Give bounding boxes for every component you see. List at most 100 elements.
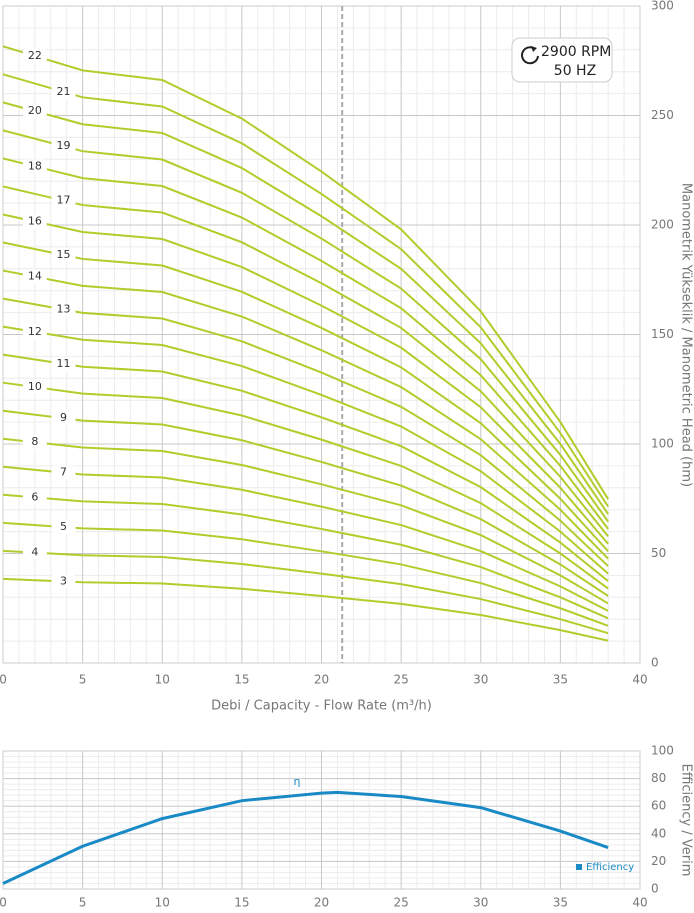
chart: 0 5 10 15 20 25 30 35 40 0 20 40 60 80 100 Efficiency /… (0, 744, 694, 910)
series-label: 7 (60, 466, 67, 479)
plot-frame (2, 750, 641, 890)
series-label-bg (51, 84, 76, 99)
series-line (2, 521, 609, 627)
y-tick-label: 60 (651, 799, 666, 813)
series-label: 13 (57, 302, 71, 315)
y-tick-label: 40 (651, 826, 666, 840)
series-line (2, 549, 609, 635)
series-label: 10 (28, 380, 42, 393)
series-label-bg (51, 302, 76, 317)
y-tick-label: 150 (651, 327, 674, 341)
series-label-bg (22, 435, 47, 450)
x-tick-label: 35 (553, 896, 568, 910)
x-tick-label: 20 (314, 896, 329, 910)
series-label-bg (51, 356, 76, 371)
series-line (2, 409, 609, 597)
series-line (2, 577, 609, 642)
y-tick-label: 50 (651, 546, 666, 560)
x-axis-title: Debi / Capacity - Flow Rate (m³/h) (211, 699, 432, 714)
series-line (2, 241, 609, 552)
annotation-box (511, 37, 613, 83)
series-label: 6 (31, 490, 38, 503)
y-tick-label: 200 (651, 218, 674, 232)
series-label-bg (22, 214, 47, 229)
series-line (2, 437, 609, 605)
x-tick-label: 40 (632, 896, 647, 910)
x-tick-label: 0 (0, 896, 7, 910)
rpm-box: 2900 RPM 50 HZ (511, 37, 613, 83)
series-label: 4 (31, 546, 38, 559)
series-line (2, 129, 609, 523)
series-label-bg (51, 520, 76, 535)
series-label: 8 (31, 435, 38, 448)
y-tick-label: 20 (651, 854, 666, 868)
series-label: 19 (57, 139, 71, 152)
series-label-bg (22, 490, 47, 505)
y-tick-label: 80 (651, 771, 666, 785)
legend-label: Efficiency (586, 862, 634, 873)
series-line (2, 493, 609, 620)
y-tick-label: 0 (651, 882, 659, 896)
series-line (2, 790, 609, 885)
y-axis-title: Efficiency / Verim (679, 764, 694, 877)
series-label-bg (51, 248, 76, 263)
annotation: 50 HZ (554, 63, 596, 79)
x-tick-label: 10 (155, 673, 170, 687)
x-tick-label: 25 (393, 673, 408, 687)
series-line (2, 297, 609, 567)
series-label-bg (22, 269, 47, 284)
x-tick-label: 10 (155, 896, 170, 910)
series-label: 18 (28, 159, 42, 172)
series-label-bg (22, 159, 47, 174)
series-label-bg (51, 411, 76, 426)
series-label-bg (51, 193, 76, 208)
annotation: η (294, 775, 301, 788)
series-label: 20 (28, 104, 42, 117)
series-label: 5 (60, 520, 67, 533)
series-line (2, 465, 609, 612)
x-tick-label: 15 (234, 896, 249, 910)
plot-frame (2, 5, 641, 664)
series-line (2, 381, 609, 590)
series-line (2, 101, 609, 515)
series-line (2, 325, 609, 575)
series-line (2, 73, 609, 508)
series-label-bg (22, 380, 47, 395)
series-label: 3 (60, 574, 67, 587)
series-label: 14 (28, 270, 42, 283)
x-tick-label: 40 (632, 673, 647, 687)
series-label-bg (51, 139, 76, 154)
series-label-bg (51, 574, 76, 589)
x-tick-label: 35 (553, 673, 568, 687)
series-label: 9 (60, 411, 67, 424)
y-tick-label: 250 (651, 108, 674, 122)
x-tick-label: 5 (79, 896, 87, 910)
series-line (2, 213, 609, 545)
x-tick-label: 30 (473, 673, 488, 687)
annotation: 2900 RPM (541, 44, 611, 60)
series-line (2, 353, 609, 582)
series-label-bg (22, 48, 47, 63)
x-tick-label: 0 (0, 673, 7, 687)
x-tick-label: 5 (79, 673, 87, 687)
series-label: 15 (57, 248, 71, 261)
y-tick-label: 0 (651, 656, 659, 670)
series-label: 16 (28, 214, 42, 227)
rotation-icon (521, 46, 539, 65)
y-axis-title: Manometrik Yükseklik / Manometric Head (… (679, 183, 694, 487)
series-label: 22 (28, 49, 42, 62)
x-tick-label: 20 (314, 673, 329, 687)
series-label-bg (22, 545, 47, 560)
series-label: 17 (57, 194, 71, 207)
series-line (2, 185, 609, 538)
series-label: 11 (57, 357, 71, 370)
y-tick-label: 100 (651, 744, 674, 758)
series-label-bg (22, 324, 47, 339)
x-tick-label: 15 (234, 673, 249, 687)
x-tick-label: 30 (473, 896, 488, 910)
legend-swatch (576, 864, 582, 870)
y-tick-label: 300 (651, 0, 674, 13)
rotation-arrow (531, 46, 537, 52)
